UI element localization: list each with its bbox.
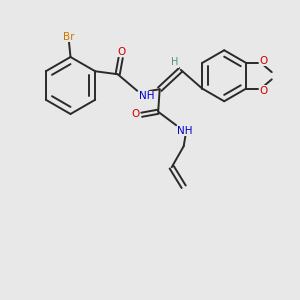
Text: H: H <box>171 57 178 67</box>
Text: NH: NH <box>177 126 193 136</box>
Text: NH: NH <box>139 91 154 101</box>
Text: O: O <box>260 56 268 66</box>
Text: Br: Br <box>63 32 75 42</box>
Text: O: O <box>132 109 140 119</box>
Text: O: O <box>260 86 268 96</box>
Text: O: O <box>117 47 125 57</box>
